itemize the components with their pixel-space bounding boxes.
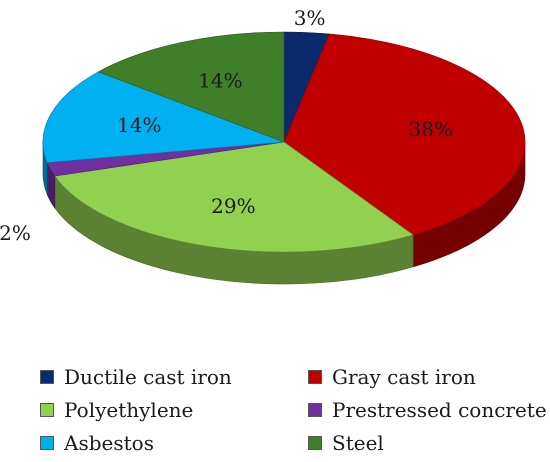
data-label-steel: 14% — [198, 68, 242, 92]
data-label-gray-cast-iron: 38% — [409, 117, 453, 141]
pie-slice-steel — [97, 31, 285, 143]
legend-swatch — [40, 370, 54, 384]
legend-item-asbestos: Asbestos — [40, 428, 154, 458]
legend-label: Steel — [332, 431, 384, 455]
legend-label: Ductile cast iron — [64, 365, 232, 389]
legend-item-polyethylene: Polyethylene — [40, 395, 193, 425]
pie-slice-asbestos — [42, 71, 285, 163]
legend-item-ductile-cast-iron: Ductile cast iron — [40, 362, 232, 392]
legend-label: Gray cast iron — [332, 365, 476, 389]
pie-data-labels: 3% 38% 29% 2% 14% 14% — [0, 6, 453, 245]
legend-item-steel: Steel — [308, 428, 384, 458]
legend-swatch — [308, 403, 322, 417]
pie-slice-gray-cast-iron — [283, 33, 526, 236]
data-label-polyethylene: 29% — [211, 194, 255, 218]
legend-item-gray-cast-iron: Gray cast iron — [308, 362, 476, 392]
legend-swatch — [40, 403, 54, 417]
legend-item-prestressed-concrete: Prestressed concrete — [308, 395, 547, 425]
data-label-ductile-cast-iron: 3% — [294, 6, 326, 30]
pie-slice-polyethylene — [54, 141, 414, 253]
data-label-prestressed-concrete: 2% — [0, 221, 31, 245]
legend-swatch — [308, 436, 322, 450]
legend-swatch — [308, 370, 322, 384]
data-label-asbestos: 14% — [117, 113, 161, 137]
legend-label: Polyethylene — [64, 398, 194, 422]
legend-swatch — [40, 436, 54, 450]
pie-slices — [42, 31, 526, 253]
legend-label: Prestressed concrete — [332, 398, 547, 422]
legend-label: Asbestos — [64, 431, 154, 455]
